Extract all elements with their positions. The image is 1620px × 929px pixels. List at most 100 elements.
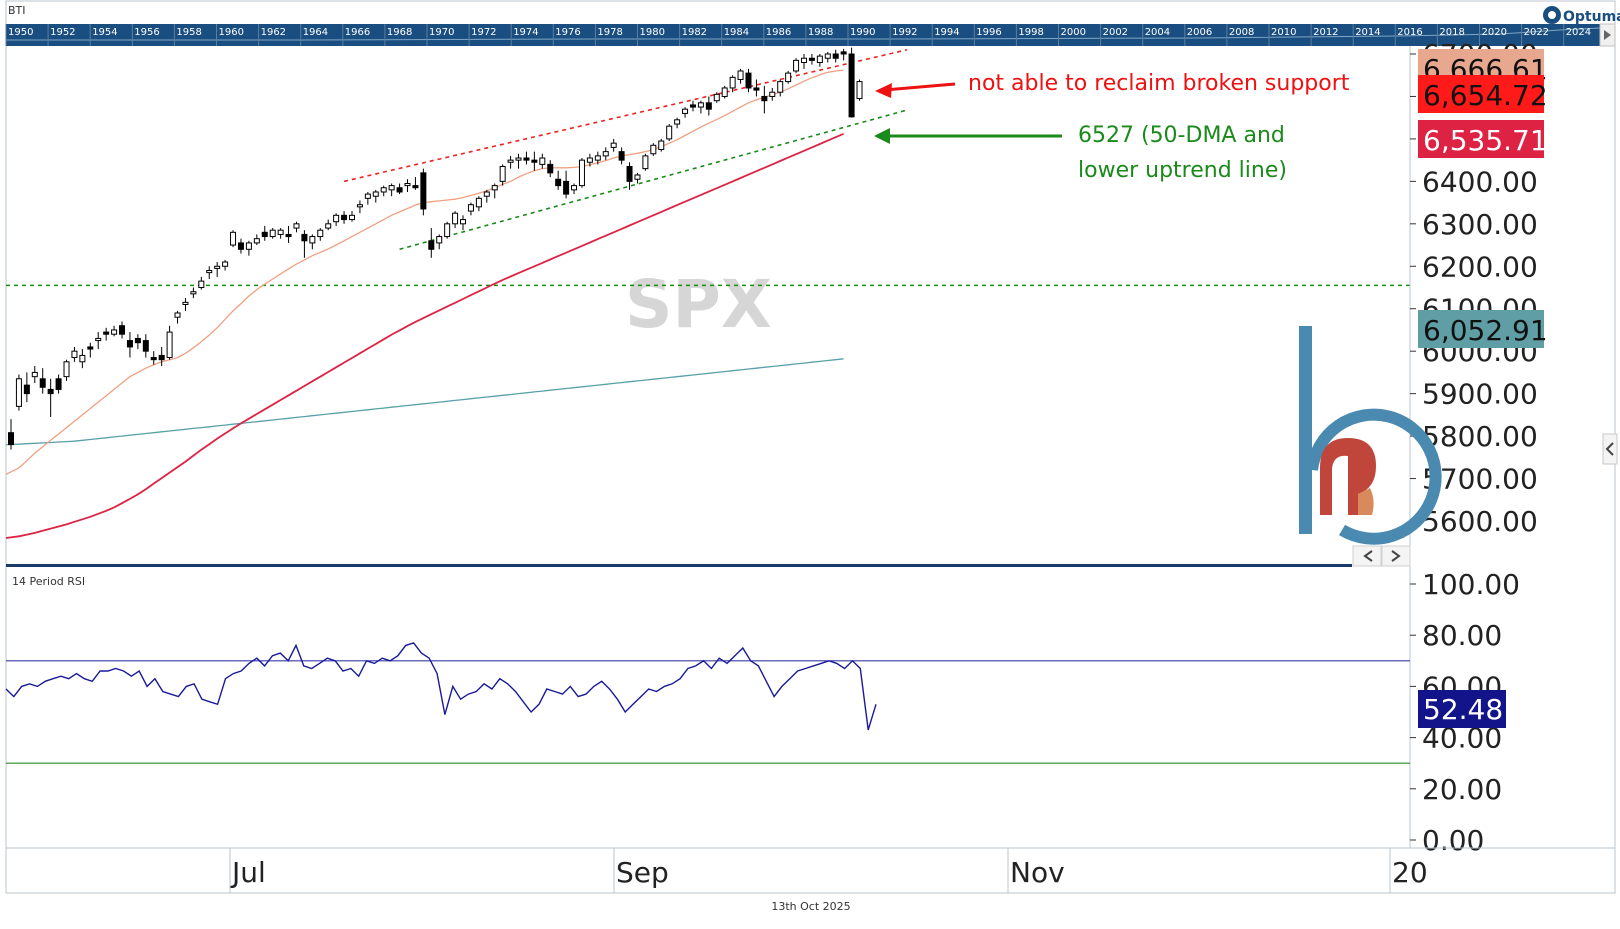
resistance-note: not able to reclaim broken support: [968, 71, 1350, 96]
navigator-year-label: 1982: [682, 27, 707, 38]
bp-logo: [1299, 326, 1442, 545]
navigator-year-label: 2016: [1397, 27, 1422, 38]
navigator-year-label: 2008: [1229, 27, 1254, 38]
upper-trendline: [343, 48, 908, 183]
candle: [586, 153, 593, 167]
candle: [341, 211, 348, 224]
candle: [301, 230, 308, 258]
candle: [531, 151, 538, 171]
resistance-arrow: [884, 82, 956, 92]
candle: [491, 183, 498, 199]
candle: [832, 49, 839, 63]
arrow-left-icon: [875, 83, 892, 98]
arrow-left-icon: [874, 128, 890, 144]
candle: [650, 143, 657, 156]
navigator-year-label: 1996: [976, 27, 1001, 38]
candle: [642, 153, 649, 171]
price-tag-text: 6,654.72: [1423, 79, 1548, 112]
candle: [713, 92, 720, 103]
ma-50-line: [5, 132, 844, 539]
scroll-left-button[interactable]: [1352, 545, 1382, 567]
price-panel: SPX 5600.005700.005800.005900.006000.006…: [5, 38, 1548, 848]
side-collapse-button[interactable]: [1602, 433, 1618, 465]
rsi-tick-label: 20.00: [1422, 773, 1502, 806]
candle: [71, 346, 78, 362]
candle: [245, 240, 252, 256]
navigator-year-label: 1972: [471, 27, 496, 38]
candle: [499, 164, 506, 186]
navigator-year-label: 2002: [1103, 27, 1128, 38]
candle: [777, 79, 784, 97]
candle: [166, 325, 173, 360]
footer-date: 13th Oct 2025: [771, 900, 850, 913]
candle: [309, 234, 316, 250]
price-tick-label: 5600.00: [1422, 505, 1538, 538]
x-tick-label: Sep: [616, 856, 669, 889]
candle: [467, 202, 474, 216]
price-tag: 6,052.91: [1418, 310, 1548, 348]
candle: [269, 228, 276, 239]
candle: [848, 47, 855, 118]
candle: [515, 153, 522, 169]
candle: [618, 147, 625, 165]
chevron-right-icon: [1391, 550, 1401, 562]
candle: [348, 211, 355, 222]
candle: [404, 179, 411, 192]
price-tick-label: 5800.00: [1422, 420, 1538, 453]
navigator-year-label: 1956: [134, 27, 159, 38]
candle: [420, 168, 427, 216]
rsi-panel: 14 Period RSI 0.0020.0040.0060.0080.0010…: [5, 568, 1520, 857]
candle: [563, 170, 570, 199]
navigator-year-label: 2022: [1524, 27, 1549, 38]
resistance-annotation: not able to reclaim broken support: [875, 71, 1350, 98]
candle: [134, 334, 141, 350]
x-tick-label: Jul: [230, 856, 266, 889]
candle: [634, 172, 641, 184]
candle: [602, 147, 609, 161]
navigator-year-label: 2012: [1313, 27, 1338, 38]
candle: [610, 138, 617, 152]
candle: [317, 228, 324, 241]
candle: [816, 54, 823, 67]
candle: [808, 54, 815, 65]
price-tick-label: 6400.00: [1422, 165, 1538, 198]
panel-divider[interactable]: [6, 564, 1352, 567]
candle: [55, 374, 62, 394]
navigator-year-label: 2024: [1566, 27, 1591, 38]
rsi-value-tag: 52.48: [1418, 690, 1506, 728]
candle: [412, 177, 419, 190]
price-tick-label: 6200.00: [1422, 250, 1538, 283]
candle: [674, 117, 681, 129]
candle: [47, 378, 54, 417]
candle: [483, 189, 490, 203]
navigator-year-label: 1964: [303, 27, 328, 38]
scroll-right-button[interactable]: [1381, 545, 1411, 567]
x-tick-label: Nov: [1010, 856, 1065, 889]
candle: [142, 334, 149, 358]
candle: [737, 68, 744, 84]
rsi-value-text: 52.48: [1423, 693, 1503, 726]
candle: [39, 368, 46, 394]
candle: [214, 262, 221, 277]
navigator-year-label: 2006: [1187, 27, 1212, 38]
candle: [63, 359, 70, 381]
candle: [658, 138, 665, 152]
candle: [571, 183, 578, 195]
candle: [206, 266, 213, 280]
candle: [666, 124, 673, 142]
candle: [475, 196, 482, 212]
candle: [824, 51, 831, 63]
timeline-navigator[interactable]: 1950 1952 1954 1956 1958 1960 1962 1964 1966 1968…: [5, 23, 1616, 47]
navigator-year-label: 1960: [219, 27, 244, 38]
chevron-left-icon: [1605, 442, 1614, 456]
ma-200-line: [5, 358, 844, 446]
support-note-line2: lower uptrend line): [1078, 158, 1287, 183]
chart-id-label: BTI: [8, 4, 26, 17]
candle: [507, 155, 514, 169]
candle: [356, 200, 363, 214]
candle: [689, 100, 696, 112]
rsi-title: 14 Period RSI: [12, 575, 85, 588]
navigator-year-label: 1966: [345, 27, 370, 38]
candle: [198, 276, 205, 290]
